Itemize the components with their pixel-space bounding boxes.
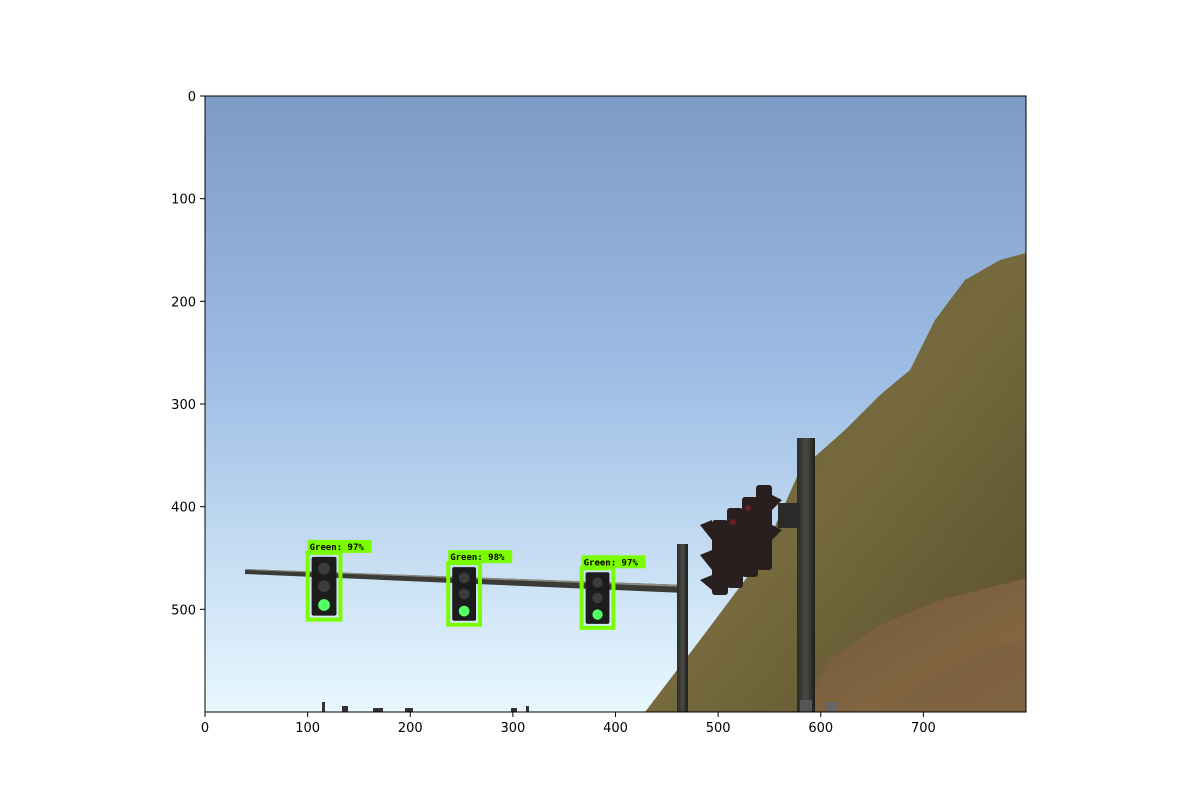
green-lamp — [318, 599, 330, 611]
x-tick-label: 300 — [500, 721, 525, 736]
y-tick-label: 500 — [171, 603, 196, 618]
x-tick-label: 600 — [808, 721, 833, 736]
unlit-lamp — [318, 580, 330, 593]
unlit-lamp — [592, 577, 603, 588]
dirt-road — [880, 640, 1026, 712]
x-tick-label: 200 — [398, 721, 423, 736]
mast-pole — [677, 544, 688, 712]
unlit-lamp — [592, 592, 603, 604]
y-axis: 0 100 200 300 400 500 — [171, 90, 205, 618]
ground-clutter — [322, 700, 838, 712]
y-tick-label: 400 — [171, 501, 196, 516]
unlit-lamp — [318, 562, 330, 575]
detection-label: Green: 97% — [310, 543, 365, 553]
y-tick-label: 200 — [171, 295, 196, 310]
detected-traffic-light: Green: 98% — [446, 550, 513, 627]
dark-traffic-light-cluster — [700, 485, 782, 595]
hill — [645, 253, 1026, 712]
green-lamp — [592, 609, 603, 620]
y-tick-label: 0 — [188, 90, 196, 105]
detection-label-bg — [448, 550, 513, 564]
x-tick-label: 0 — [201, 721, 209, 736]
x-tick-label: 400 — [603, 721, 628, 736]
detection-label: Green: 97% — [584, 558, 639, 568]
x-axis: 0 100 200 300 400 500 600 700 — [201, 712, 936, 736]
unlit-lamp — [458, 572, 470, 584]
y-tick-label: 100 — [171, 193, 196, 208]
detected-traffic-light: Green: 97% — [305, 539, 372, 622]
detected-traffic-light: Green: 97% — [579, 555, 646, 630]
unlit-lamp — [458, 588, 470, 600]
detection-label: Green: 98% — [450, 553, 505, 563]
detection-label-bg — [581, 555, 646, 569]
tall-pole — [797, 438, 815, 712]
x-tick-label: 500 — [706, 721, 731, 736]
y-tick-label: 300 — [171, 398, 196, 413]
x-tick-label: 700 — [911, 721, 936, 736]
tall-pole-arm — [778, 503, 800, 528]
x-tick-label: 100 — [295, 721, 320, 736]
detection-label-bg — [307, 539, 372, 553]
green-lamp — [458, 605, 470, 617]
scene-image: Green: 97% Green: 98% Green: 97% — [205, 96, 1026, 712]
